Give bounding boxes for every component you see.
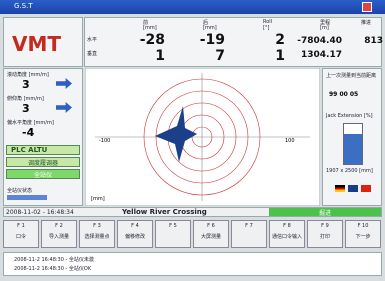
last-measure-label: 上一次测量到当前距离: [326, 72, 380, 79]
column-value: 1: [107, 48, 165, 64]
jack-fill: [344, 134, 362, 164]
station-state-label: 全站仪状态: [7, 187, 32, 194]
message-log: 2008-11-2 16:48:30 - 全站仪未激 2008-11-2 16:4…: [3, 252, 382, 276]
key-name: F 3: [80, 223, 114, 229]
guidance-status: 调度履调器: [6, 157, 80, 167]
datetime: 2008-11-02 - 16:48:34: [6, 209, 74, 216]
column-value: -28: [107, 32, 165, 48]
unit-label: [mm]: [91, 196, 105, 202]
column-unit: [mm]: [143, 25, 157, 31]
function-key[interactable]: F 7: [231, 220, 267, 248]
function-key[interactable]: F 3 选择测量点: [79, 220, 115, 248]
row-label: 水平: [87, 36, 97, 43]
row-label: 垂直: [87, 50, 97, 57]
station-status: 全站仪: [6, 169, 80, 179]
function-key[interactable]: F 8 通信口令输入: [269, 220, 305, 248]
key-label: 导入测量: [42, 233, 76, 240]
function-key[interactable]: F 2 导入测量: [41, 220, 77, 248]
x-right-label: 100: [285, 138, 295, 144]
column-unit: [mm]: [203, 25, 217, 31]
logo-box: VMT: [3, 17, 83, 67]
column-unit: [°]: [263, 25, 269, 31]
key-label: 偏移修改: [118, 233, 152, 240]
function-key[interactable]: F 4 偏移修改: [117, 220, 153, 248]
column-value: 1304.17: [290, 50, 342, 60]
key-label: 大屏测量: [194, 233, 228, 240]
column-value: 1: [227, 48, 285, 64]
item-value: 3: [22, 102, 30, 115]
direction-arrow: [56, 78, 72, 89]
window-title: G.S.T: [14, 2, 33, 10]
key-label: 选择测量点: [80, 233, 114, 240]
flag-uk[interactable]: [348, 185, 358, 192]
key-label: 通信口令输入: [270, 233, 304, 240]
item-label: 滚动角度 [mm/m]: [7, 71, 49, 78]
jack-gauge: [343, 123, 363, 165]
key-label: 口令: [4, 233, 38, 240]
close-button[interactable]: [362, 2, 372, 12]
item-value: 3: [22, 78, 30, 91]
column-value: 7: [167, 48, 225, 64]
key-name: F 5: [156, 223, 190, 229]
key-label: 下一步: [346, 233, 380, 240]
key-name: F 7: [232, 223, 266, 229]
project-name: Yellow River Crossing: [122, 208, 207, 216]
key-name: F 6: [194, 223, 228, 229]
flag-cn[interactable]: [361, 185, 371, 192]
column-value: 813: [343, 36, 383, 46]
key-name: F 8: [270, 223, 304, 229]
page: G.S.T VMT 水平垂直前[mm]-281后[mm]-197Roll[°]2…: [0, 0, 385, 281]
key-name: F 4: [118, 223, 152, 229]
last-measure-value: 99 00 05: [329, 91, 358, 98]
direction-arrow: [56, 102, 72, 113]
function-key[interactable]: F 1 口令: [3, 220, 39, 248]
key-name: F 10: [346, 223, 380, 229]
function-key[interactable]: F 5: [155, 220, 191, 248]
flag-de[interactable]: [335, 185, 345, 192]
status-bar: 2008-11-02 - 16:48:34 Yellow River Cross…: [3, 207, 382, 217]
title-bar: G.S.T: [0, 0, 385, 14]
key-label: 打印: [308, 233, 342, 240]
jack-label: Jack Extension [%]: [326, 113, 373, 119]
column-label: 推进: [361, 19, 371, 26]
message: 2008-11-2 16:48:30 - 全站仪OK: [14, 265, 91, 272]
column-value: 2: [227, 32, 285, 48]
plc-status: PLC ALTU: [6, 145, 80, 155]
message: 2008-11-2 16:48:30 - 全站仪未激: [14, 256, 94, 263]
column-value: -7804.40: [290, 36, 342, 46]
function-key[interactable]: F 9 打印: [307, 220, 343, 248]
column-value: -19: [167, 32, 225, 48]
key-name: F 2: [42, 223, 76, 229]
logo: VMT: [12, 32, 61, 56]
station-bar: [7, 195, 47, 200]
jack-value: 1907 x 2500 [mm]: [326, 168, 373, 174]
target-plot: -100 100 [mm]: [85, 68, 320, 206]
right-panel: 上一次测量到当前距离 99 00 05 Jack Extension [%] 1…: [322, 68, 382, 206]
item-value: -4: [22, 126, 34, 139]
function-key[interactable]: F 10 下一步: [345, 220, 381, 248]
item-label: 俯仰角 [mm/m]: [7, 95, 44, 102]
function-key[interactable]: F 6 大屏测量: [193, 220, 229, 248]
x-left-label: -100: [99, 138, 110, 144]
mode: 掘进: [269, 208, 381, 216]
column-unit: [m]: [320, 25, 329, 31]
key-name: F 1: [4, 223, 38, 229]
item-label: 偏水平角度 [mm/m]: [7, 119, 54, 126]
key-name: F 9: [308, 223, 342, 229]
function-keys: F 1 口令 F 2 导入测量 F 3 选择测量点 F 4 偏移修改 F 5 F 6 大屏测量 F 7…: [3, 220, 382, 250]
